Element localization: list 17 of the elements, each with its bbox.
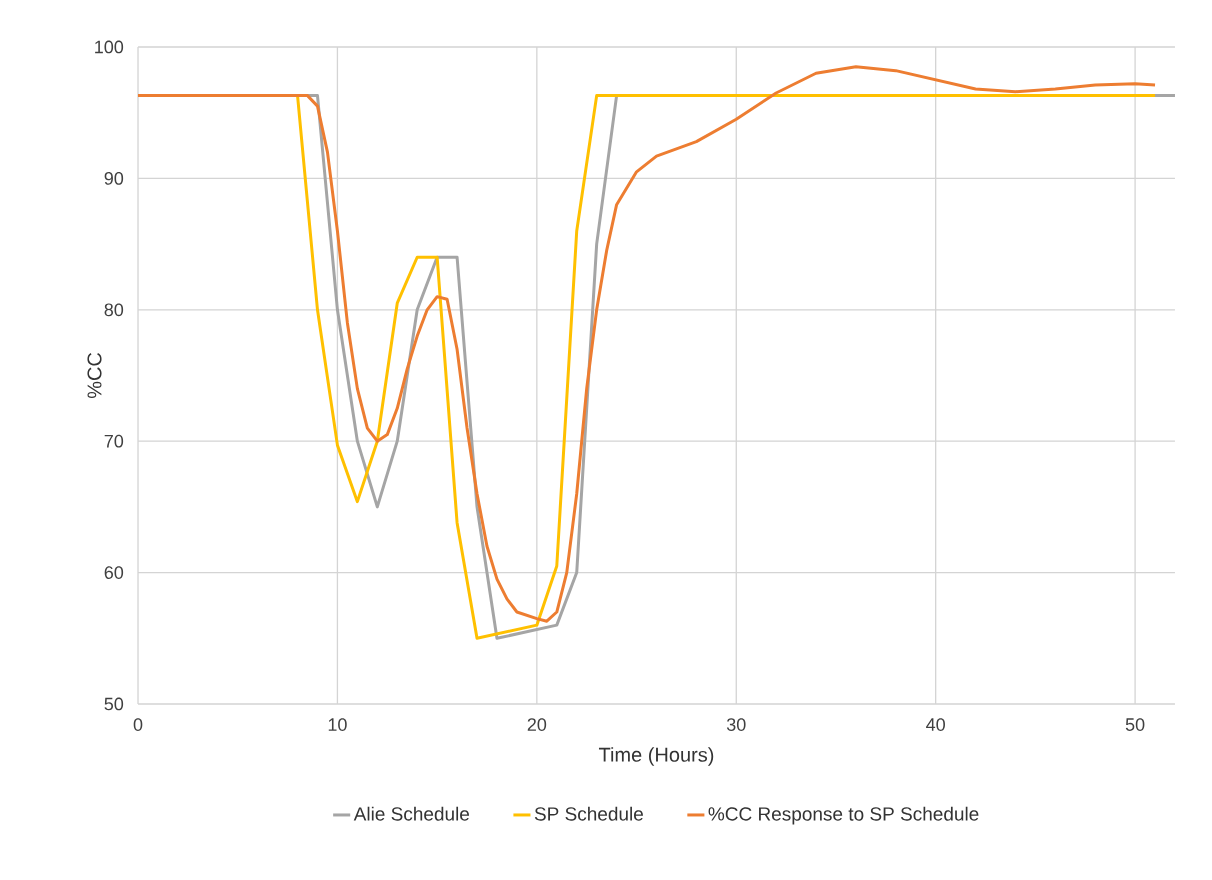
x-axis-title: Time (Hours) [598,747,714,766]
legend-label: SP Schedule [534,806,643,821]
x-tick-label: 30 [726,718,746,731]
x-tick-label: 20 [527,718,547,731]
y-axis-title: %CC [87,352,102,399]
y-tick-label: 100 [95,40,124,54]
y-tick-label: 70 [104,434,124,448]
y-tick-label: 80 [104,303,124,317]
y-tick-label: 90 [104,172,124,185]
y-tick-label: 50 [104,697,124,711]
legend-label: Alie Schedule [353,806,470,821]
x-tick-label: 50 [1125,718,1145,731]
x-tick-label: 10 [328,718,347,731]
legend-label: %CC Response to SP Schedule [708,806,979,825]
x-tick-label: 0 [133,718,143,731]
y-tick-label: 60 [104,566,124,579]
x-tick-label: 40 [926,718,945,731]
